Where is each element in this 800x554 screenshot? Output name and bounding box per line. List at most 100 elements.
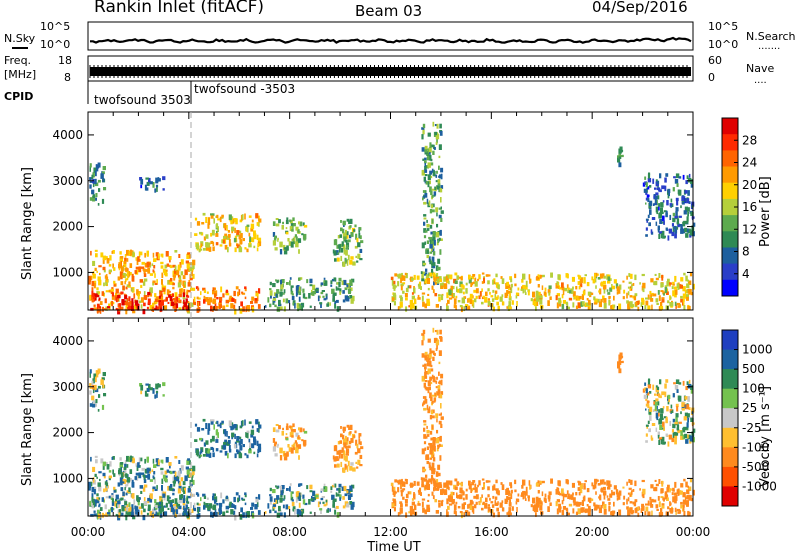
power-echo-cell: [264, 305, 267, 308]
power-echo-cell: [592, 279, 596, 284]
power-echo-cell: [126, 301, 129, 306]
velocity-echo-cell: [94, 388, 99, 393]
power-echo-cell: [255, 290, 258, 294]
velocity-echo-cell: [290, 496, 294, 501]
velocity-echo-cell: [392, 500, 397, 507]
velocity-echo-cell: [355, 461, 358, 464]
power-echo-cell: [622, 296, 625, 300]
power-echo-cell: [411, 277, 414, 281]
power-echo-cell: [112, 263, 114, 269]
nsearch-label: N.Search: [746, 30, 796, 43]
velocity-echo-cell: [427, 380, 431, 386]
power-echo-cell: [436, 223, 439, 228]
velocity-echo-cell: [254, 504, 258, 510]
velocity-echo-cell: [196, 427, 201, 432]
power-echo-cell: [485, 291, 488, 297]
power-echo-cell: [508, 296, 512, 301]
power-echo-cell: [608, 299, 610, 306]
power-echo-cell: [302, 233, 307, 240]
power-echo-cell: [341, 241, 344, 247]
velocity-echo-cell: [446, 480, 450, 485]
power-echo-cell: [172, 270, 175, 276]
velocity-echo-cell: [221, 420, 224, 424]
velocity-echo-cell: [424, 375, 428, 379]
velocity-echo-cell: [420, 492, 422, 496]
power-echo-cell: [166, 289, 170, 296]
power-echo-cell: [690, 211, 694, 216]
power-echo-cell: [126, 249, 129, 256]
velocity-echo-cell: [155, 383, 159, 390]
velocity-echo-cell: [672, 393, 675, 398]
power-echo-cell: [295, 291, 298, 297]
velocity-cbar-label: Velocity [m s⁻¹]: [758, 386, 773, 487]
velocity-echo-cell: [155, 458, 159, 463]
power-echo-cell: [578, 295, 582, 300]
velocity-echo-cell: [660, 512, 664, 516]
power-echo-cell: [400, 298, 403, 302]
velocity-echo-cell: [309, 511, 312, 514]
velocity-echo-cell: [199, 451, 201, 458]
velocity-echo-cell: [424, 396, 427, 400]
power-echo-cell: [218, 304, 221, 309]
velocity-echo-cell: [302, 499, 306, 505]
velocity-echo-cell: [253, 439, 257, 446]
power-echo-cell: [425, 181, 429, 185]
power-echo-cell: [167, 280, 171, 285]
power-echo-cell: [89, 294, 93, 300]
power-echo-cell: [426, 255, 430, 259]
velocity-echo-cell: [158, 501, 161, 505]
power-echo-cell: [224, 239, 227, 244]
power-echo-cell: [92, 295, 95, 302]
power-echo-cell: [128, 296, 131, 302]
power-echo-cell: [192, 287, 196, 291]
power-echo-cell: [501, 278, 505, 284]
velocity-echo-cell: [108, 475, 112, 479]
velocity-echo-cell: [670, 404, 673, 409]
velocity-echo-cell: [672, 423, 676, 429]
velocity-echo-cell: [598, 496, 600, 499]
velocity-echo-cell: [112, 507, 115, 511]
power-echo-cell: [188, 254, 191, 259]
velocity-echo-cell: [617, 363, 621, 369]
velocity-echo-cell: [205, 503, 209, 508]
velocity-echo-cell: [130, 459, 132, 463]
power-echo-cell: [145, 269, 149, 272]
velocity-echo-cell: [655, 398, 659, 402]
power-echo-cell: [496, 301, 499, 306]
power-echo-cell: [686, 289, 689, 294]
velocity-echo-cell: [198, 454, 201, 459]
velocity-echo-cell: [293, 442, 296, 448]
velocity-echo-cell: [342, 467, 346, 473]
velocity-echo-cell: [597, 483, 601, 486]
colorbar-tick-label: 4: [742, 267, 750, 281]
velocity-echo-cell: [428, 442, 431, 446]
power-echo-cell: [295, 241, 299, 248]
power-echo-cell: [472, 281, 476, 284]
velocity-echo-cell: [672, 496, 675, 503]
velocity-echo-cell: [346, 503, 350, 508]
power-echo-cell: [96, 309, 99, 314]
velocity-echo-cell: [641, 505, 645, 511]
power-echo-cell: [487, 298, 490, 301]
power-echo-cell: [211, 306, 214, 312]
power-echo-cell: [492, 279, 494, 285]
colorbar-tick-label: 8: [742, 245, 750, 259]
velocity-echo-cell: [185, 504, 188, 509]
power-echo-cell: [188, 266, 193, 272]
power-echo-cell: [354, 245, 358, 249]
velocity-echo-cell: [212, 504, 217, 511]
velocity-echo-cell: [109, 461, 112, 467]
velocity-echo-cell: [140, 490, 143, 494]
power-echo-cell: [343, 223, 345, 227]
power-echo-cell: [247, 226, 249, 233]
velocity-echo-cell: [508, 512, 512, 516]
power-echo-cell: [528, 274, 531, 280]
power-echo-cell: [543, 291, 547, 296]
velocity-echo-cell: [98, 471, 102, 474]
velocity-echo-cell: [302, 494, 305, 499]
velocity-echo-cell: [129, 455, 132, 461]
velocity-echo-cell: [106, 464, 110, 470]
velocity-echo-cell: [650, 435, 653, 440]
velocity-echo-cell: [91, 395, 95, 401]
power-echo-cell: [244, 296, 247, 300]
